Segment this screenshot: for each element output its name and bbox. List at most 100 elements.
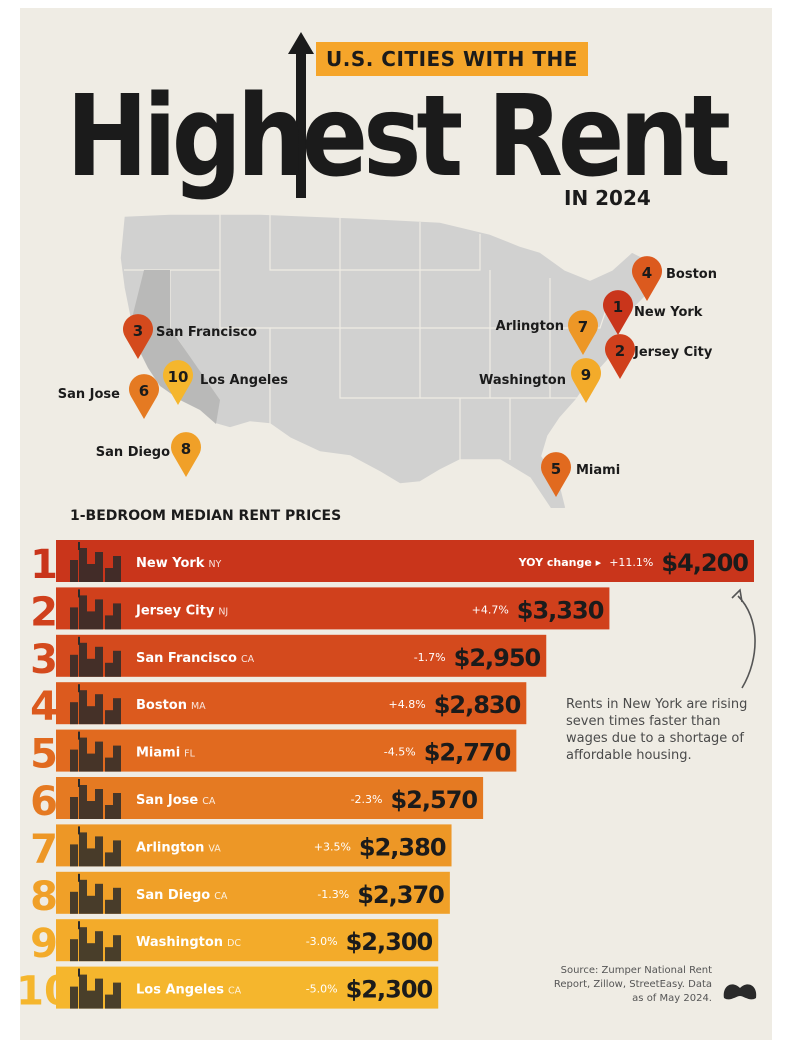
rank-number: 2 <box>30 589 58 635</box>
map-pin-8: 8 San Diego <box>96 432 202 477</box>
map-pin-10: 10 Los Angeles <box>163 360 288 405</box>
bar <box>56 777 484 819</box>
bar <box>56 871 450 914</box>
bar <box>56 587 610 630</box>
map-pin-label: Los Angeles <box>200 373 288 388</box>
map-pin-number: 8 <box>181 440 191 458</box>
map-pin-marker-icon <box>571 358 602 403</box>
yoy-change: +3.5% <box>314 840 351 853</box>
yoy-change: -5.0% <box>306 983 338 996</box>
state-label: CA <box>228 986 242 997</box>
bar-row-6: 6 San Jose CA $2,570 -2.3% <box>30 777 484 825</box>
map-pin-marker-icon <box>163 360 193 405</box>
yoy-change: -1.7% <box>414 651 446 664</box>
infographic: U.S. CITIES WITH THE Highest Rent IN 202… <box>20 8 772 1040</box>
skyline-icon <box>70 731 121 772</box>
city-label: Arlington <box>136 840 204 855</box>
skyline-icon <box>70 921 121 962</box>
bar-row-8: 8 San Diego CA $2,370 -1.3% <box>30 871 450 920</box>
annotation-arrow-head <box>731 588 743 603</box>
california-highlight <box>132 270 220 424</box>
bar <box>56 540 754 582</box>
bar <box>56 682 527 725</box>
city-label: New York <box>136 556 205 571</box>
map-pin-label: Arlington <box>496 319 564 334</box>
map-pin-label: Washington <box>479 373 566 388</box>
bar-row-2: 2 Jersey City NJ $3,330 +4.7% <box>30 587 610 635</box>
city-label: Washington <box>136 935 223 950</box>
map-pin-label: San Francisco <box>156 325 257 340</box>
state-label: CA <box>214 891 228 902</box>
city-label: Los Angeles <box>136 983 224 998</box>
price-label: $2,380 <box>359 833 446 861</box>
rank-number: 3 <box>30 637 58 683</box>
rank-number: 5 <box>30 732 58 778</box>
title-arrow-head-icon <box>288 32 314 54</box>
price-label: $2,770 <box>424 739 511 767</box>
bar-row-4: 4 Boston MA $2,830 +4.8% <box>30 682 527 730</box>
bar <box>56 824 452 867</box>
yoy-change: -2.3% <box>351 793 383 806</box>
skyline-icon <box>70 873 121 914</box>
bar <box>56 729 517 772</box>
state-label: NJ <box>218 606 228 617</box>
state-label: VA <box>208 843 221 854</box>
map-pin-3: 3 San Francisco <box>123 314 257 359</box>
city-label: Jersey City <box>135 603 215 618</box>
yoy-change: -3.0% <box>306 935 338 948</box>
skyline-icon <box>70 684 121 725</box>
map-pin-number: 4 <box>642 264 652 282</box>
map-pin-number: 5 <box>551 460 561 478</box>
rank-number: 8 <box>30 874 58 920</box>
map-pin-number: 7 <box>578 318 588 336</box>
map-pin-label: Miami <box>576 463 620 478</box>
bar-row-10: 10 Los Angeles CA $2,300 -5.0% <box>20 966 439 1015</box>
bar-row-5: 5 Miami FL $2,770 -4.5% <box>30 729 517 778</box>
map-pin-label: Boston <box>666 267 717 282</box>
price-label: $2,370 <box>357 881 444 909</box>
map-pin-label: San Jose <box>58 387 120 402</box>
map-pin-number: 1 <box>613 298 623 316</box>
rank-number: 4 <box>30 684 58 730</box>
rank-number: 9 <box>30 921 58 967</box>
annotation-text: Rents in New York are rising seven times… <box>566 697 748 763</box>
map-pin-marker-icon <box>603 290 634 335</box>
map-pin-number: 6 <box>139 382 149 400</box>
us-map: 1 New York 2 Jersey City 3 San Francisco 4 Bost… <box>58 213 717 508</box>
map-pin-marker-icon <box>605 334 635 379</box>
us-map-shape <box>119 213 661 508</box>
state-label: NY <box>208 559 221 570</box>
state-label: DC <box>227 938 241 949</box>
rent-bar-chart: 1 New York NY $4,200 +11.1% YOY change ▸ 2 Jers… <box>20 540 756 1015</box>
rank-number: 10 <box>20 969 72 1015</box>
bar-row-7: 7 Arlington VA $2,380 +3.5% <box>30 824 452 872</box>
bar-row-1: 1 New York NY $4,200 +11.1% YOY change ▸ <box>30 540 754 588</box>
brand-logo-icon <box>723 984 757 1000</box>
map-pin-6: 6 San Jose <box>58 374 159 419</box>
city-label: San Francisco <box>136 651 237 666</box>
bar-row-9: 9 Washington DC $2,300 -3.0% <box>30 919 439 967</box>
map-pin-label: Jersey City <box>633 345 713 360</box>
map-pin-marker-icon <box>568 310 598 355</box>
skyline-icon <box>70 589 121 630</box>
yoy-change: -1.3% <box>317 888 349 901</box>
map-pin-marker-icon <box>541 452 571 497</box>
price-label: $2,300 <box>346 976 433 1004</box>
price-label: $2,300 <box>346 928 433 956</box>
map-pin-1: 1 New York <box>603 290 703 335</box>
map-pin-marker-icon <box>171 432 202 477</box>
map-pin-number: 9 <box>581 366 591 384</box>
map-pin-marker-icon <box>129 374 159 419</box>
page-title: Highest Rent <box>66 71 731 203</box>
yoy-change: +11.1% <box>609 556 653 569</box>
state-label: MA <box>191 701 206 712</box>
city-label: Boston <box>136 698 187 713</box>
skyline-icon <box>70 779 121 819</box>
source-note: Source: Zumper National Rent Report, Zil… <box>553 965 712 1004</box>
yoy-change: +4.7% <box>472 603 509 616</box>
bar <box>56 634 547 677</box>
city-label: San Diego <box>136 888 210 903</box>
state-label: CA <box>202 796 216 807</box>
map-pin-marker-icon <box>123 314 153 359</box>
map-pin-4: 4 Boston <box>632 256 717 301</box>
